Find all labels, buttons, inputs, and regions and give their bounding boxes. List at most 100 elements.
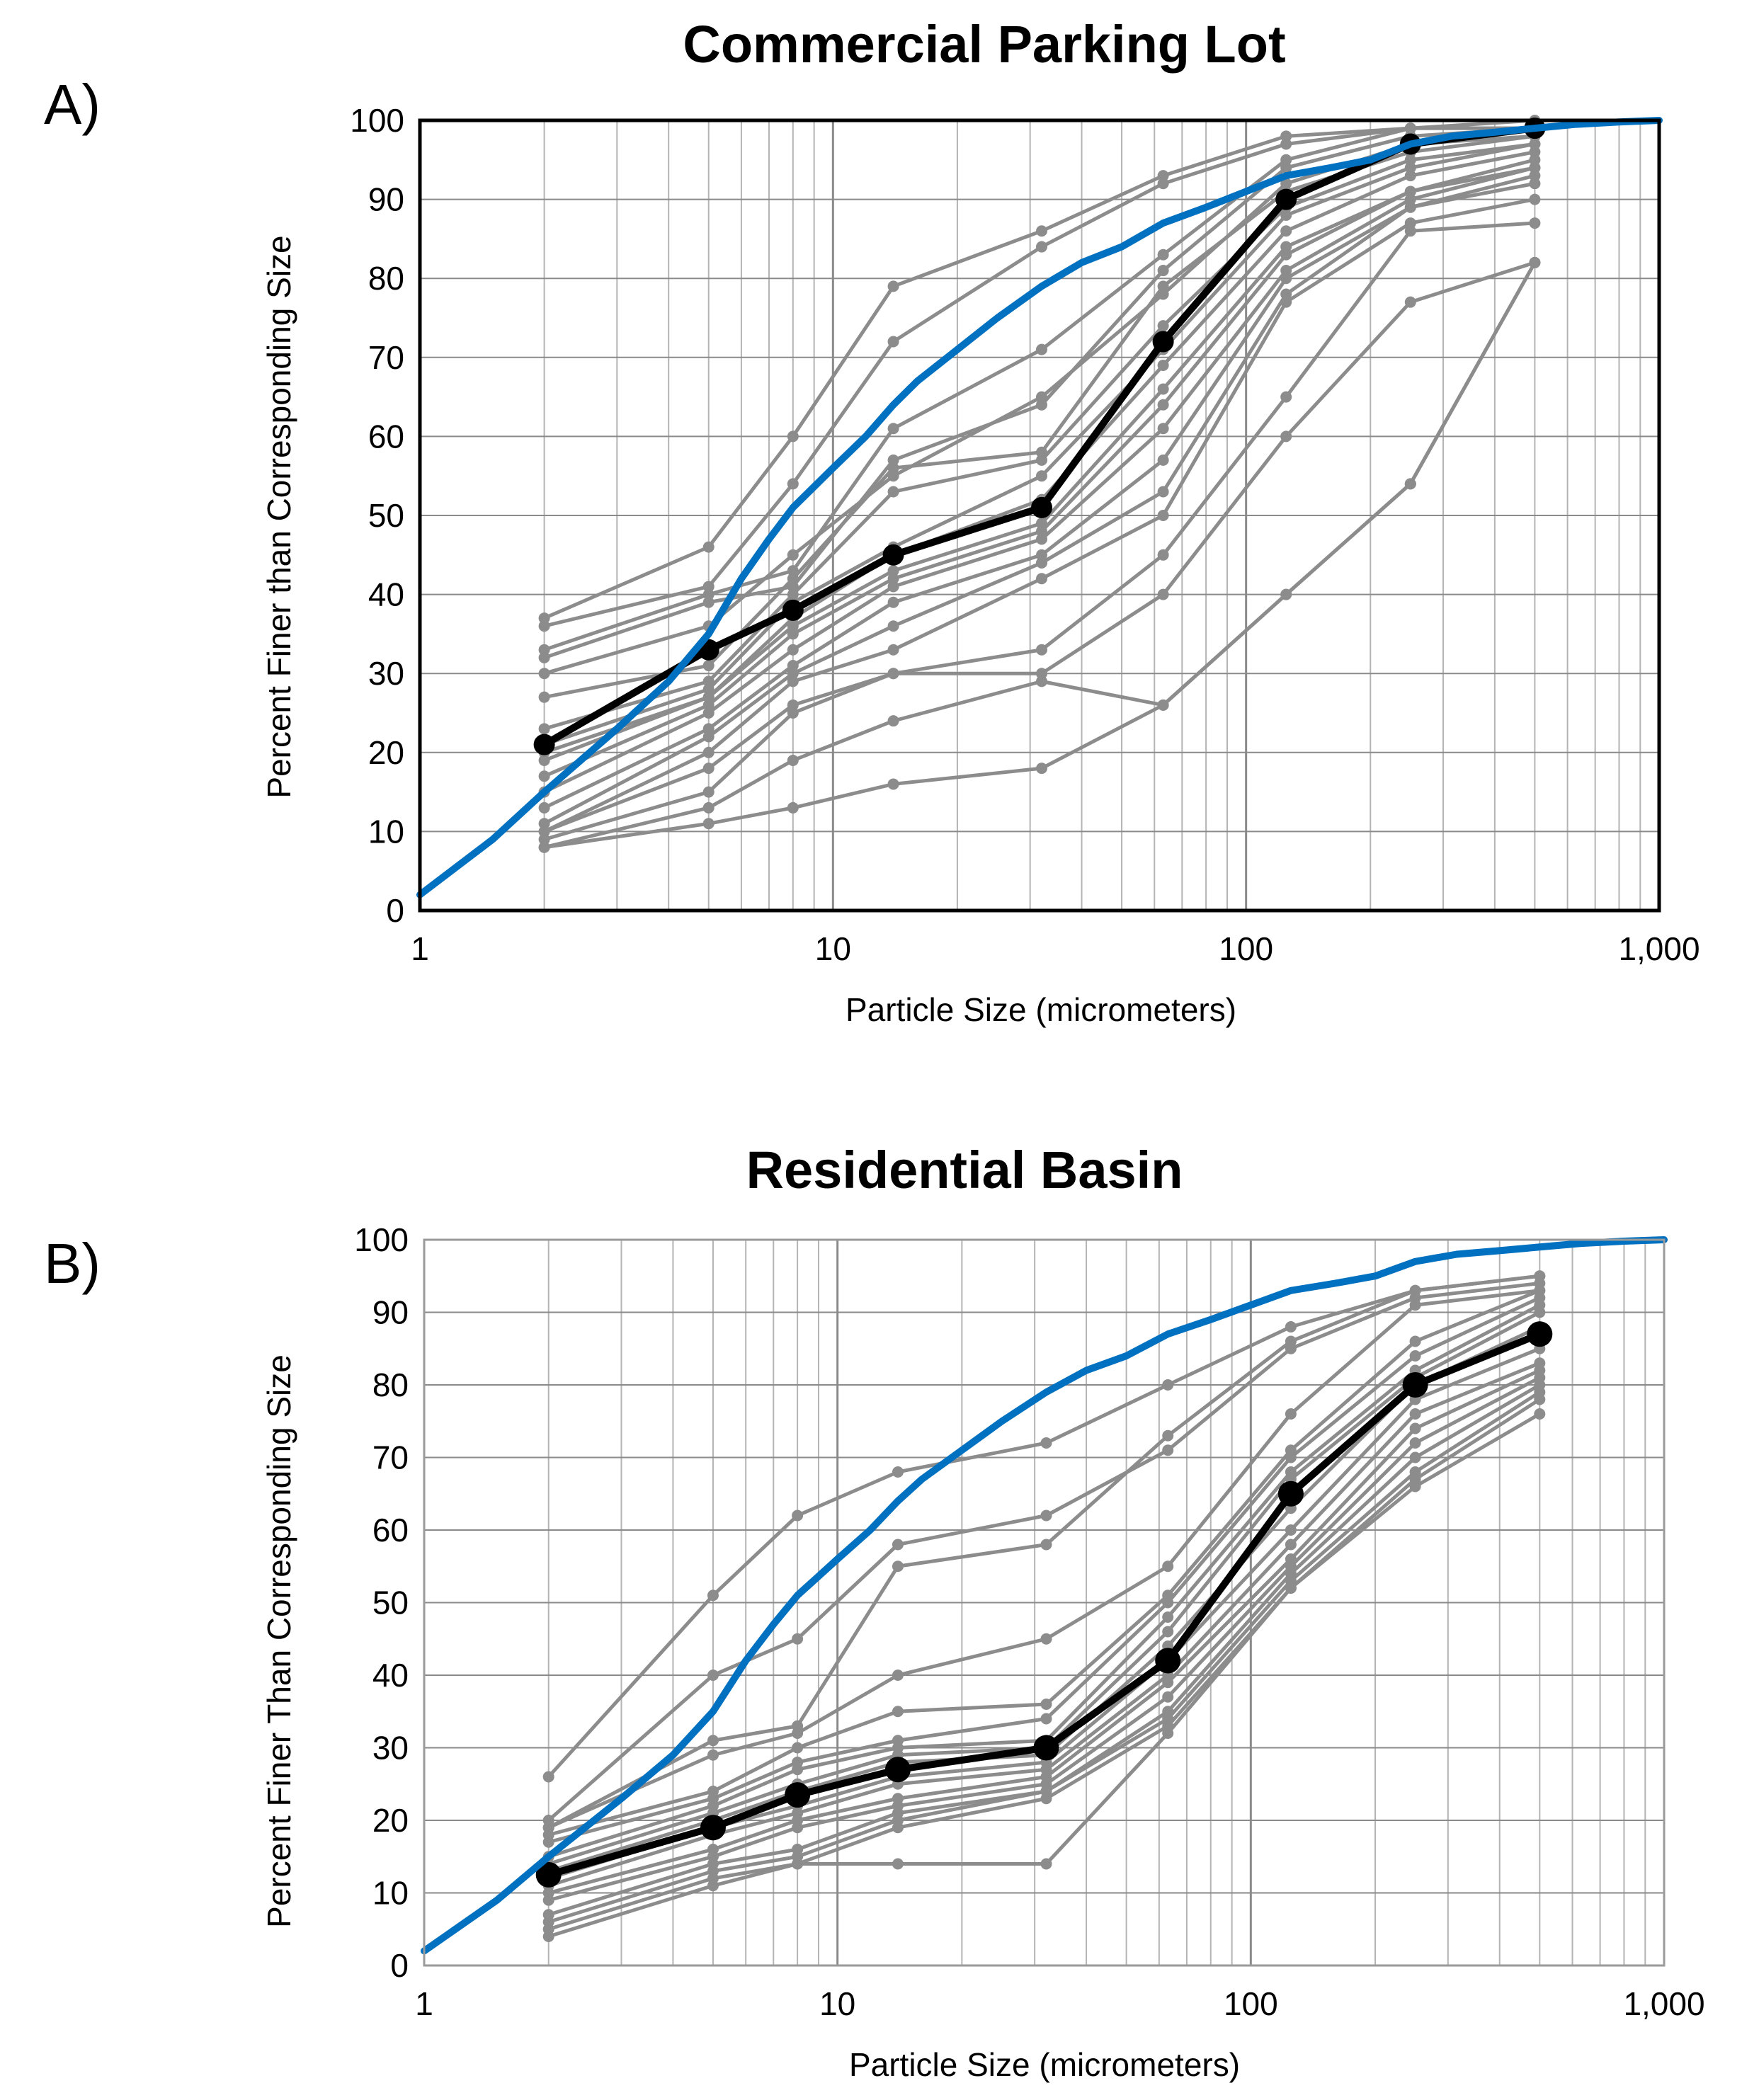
y-tick-label: 10	[368, 813, 404, 850]
sample-data-point	[887, 336, 899, 348]
sample-data-point	[1404, 217, 1416, 229]
sample-data-point	[1036, 573, 1048, 585]
sample-data-point	[787, 588, 799, 600]
y-axis-title-a: Percent Finer than Corresponding Size	[261, 235, 297, 798]
sample-data-point	[1157, 280, 1169, 292]
sample-data-point	[887, 596, 899, 608]
sample-data-point	[542, 1836, 554, 1848]
sample-data-point	[792, 1728, 804, 1739]
sample-data-point	[892, 1670, 904, 1681]
sample-data-point	[787, 430, 799, 443]
sample-data-point	[792, 1633, 804, 1645]
panel-label-a: A)	[44, 73, 101, 136]
sample-series-line	[542, 126, 1537, 652]
sample-data-point	[887, 486, 899, 498]
sample-data-point	[1157, 170, 1169, 182]
sample-data-point	[1280, 288, 1292, 300]
sample-data-point	[887, 644, 899, 656]
y-tick-label: 80	[372, 1366, 409, 1403]
sample-data-point	[1285, 1408, 1297, 1420]
sample-data-point	[1280, 241, 1292, 253]
sample-data-point	[1162, 1677, 1174, 1689]
sample-data-point	[1529, 146, 1541, 158]
sample-data-point	[1409, 1451, 1421, 1463]
sample-data-point	[792, 1822, 804, 1834]
sample-data-point	[1529, 138, 1541, 150]
sample-data-point	[1409, 1335, 1421, 1347]
median-data-point	[1031, 496, 1053, 518]
sample-data-point	[887, 423, 899, 435]
sample-data-point	[787, 699, 799, 711]
sample-data-point	[792, 1764, 804, 1776]
sample-data-point	[1162, 1379, 1174, 1391]
sample-data-point	[1162, 1597, 1174, 1609]
sample-data-point	[1280, 391, 1292, 403]
sample-data-point	[1157, 383, 1169, 395]
sample-data-point	[1285, 1582, 1297, 1594]
sample-data-point	[1157, 249, 1169, 261]
sample-series-line	[547, 1369, 1542, 1895]
sample-data-point	[538, 770, 550, 782]
sample-data-point	[1162, 1626, 1174, 1638]
sample-data-point	[1040, 1437, 1052, 1449]
y-tick-label: 10	[372, 1875, 409, 1912]
y-tick-label: 60	[368, 418, 404, 455]
sample-data-point	[702, 763, 715, 775]
median-data-point	[533, 734, 555, 755]
sample-data-point	[1036, 399, 1048, 411]
sample-data-point	[707, 1670, 719, 1681]
sample-data-point	[1040, 1539, 1052, 1551]
sample-data-point	[787, 668, 799, 680]
x-tick-label: 1,000	[1618, 930, 1700, 967]
y-tick-label: 70	[368, 339, 404, 376]
y-tick-label: 60	[372, 1512, 409, 1548]
x-tick-label: 100	[1219, 930, 1273, 967]
median-data-point	[1277, 1480, 1304, 1507]
chart-title-b: Residential Basin	[746, 1141, 1183, 1199]
sample-data-point	[1409, 1437, 1421, 1449]
sample-data-point	[538, 668, 550, 680]
sample-data-point	[1157, 454, 1169, 466]
sample-data-point	[538, 612, 550, 624]
median-data-point	[785, 1782, 811, 1808]
sample-data-point	[1409, 1299, 1421, 1311]
y-tick-label: 30	[372, 1730, 409, 1767]
plot-frame	[423, 1238, 1666, 1967]
sample-data-point	[542, 1771, 554, 1783]
sample-data-point	[1162, 1611, 1174, 1623]
median-data-point	[882, 544, 904, 566]
sample-data-point	[1157, 510, 1169, 521]
y-tick-label: 100	[350, 102, 404, 139]
sample-data-point	[1404, 296, 1416, 308]
y-tick-label: 20	[368, 734, 404, 771]
sample-data-point	[1157, 320, 1169, 332]
sample-data-point	[1404, 154, 1416, 166]
x-tick-label: 10	[815, 930, 851, 967]
y-tick-label: 20	[372, 1802, 409, 1839]
sample-data-point	[1036, 343, 1048, 355]
sample-data-point	[887, 454, 899, 466]
sample-data-point	[1036, 533, 1048, 545]
sample-data-point	[702, 588, 715, 600]
y-tick-label: 50	[372, 1585, 409, 1621]
x-tick-label: 10	[819, 1985, 855, 2022]
sample-data-point	[1534, 1393, 1546, 1405]
sample-data-point	[1409, 1408, 1421, 1420]
sample-data-point	[892, 1706, 904, 1718]
sample-data-point	[1162, 1430, 1174, 1442]
sample-data-point	[1162, 1560, 1174, 1573]
sample-data-point	[887, 462, 899, 474]
sample-data-point	[1404, 122, 1416, 135]
sample-data-point	[1534, 1306, 1546, 1318]
sample-data-point	[538, 833, 550, 845]
sample-data-point	[887, 280, 899, 292]
sample-data-point	[1409, 1422, 1421, 1434]
sample-data-point	[707, 1880, 719, 1892]
y-tick-label: 70	[372, 1439, 409, 1476]
sample-data-point	[887, 581, 899, 593]
sample-data-point	[1036, 557, 1048, 569]
median-data-point	[700, 1815, 726, 1841]
sample-data-point	[1409, 1284, 1421, 1296]
